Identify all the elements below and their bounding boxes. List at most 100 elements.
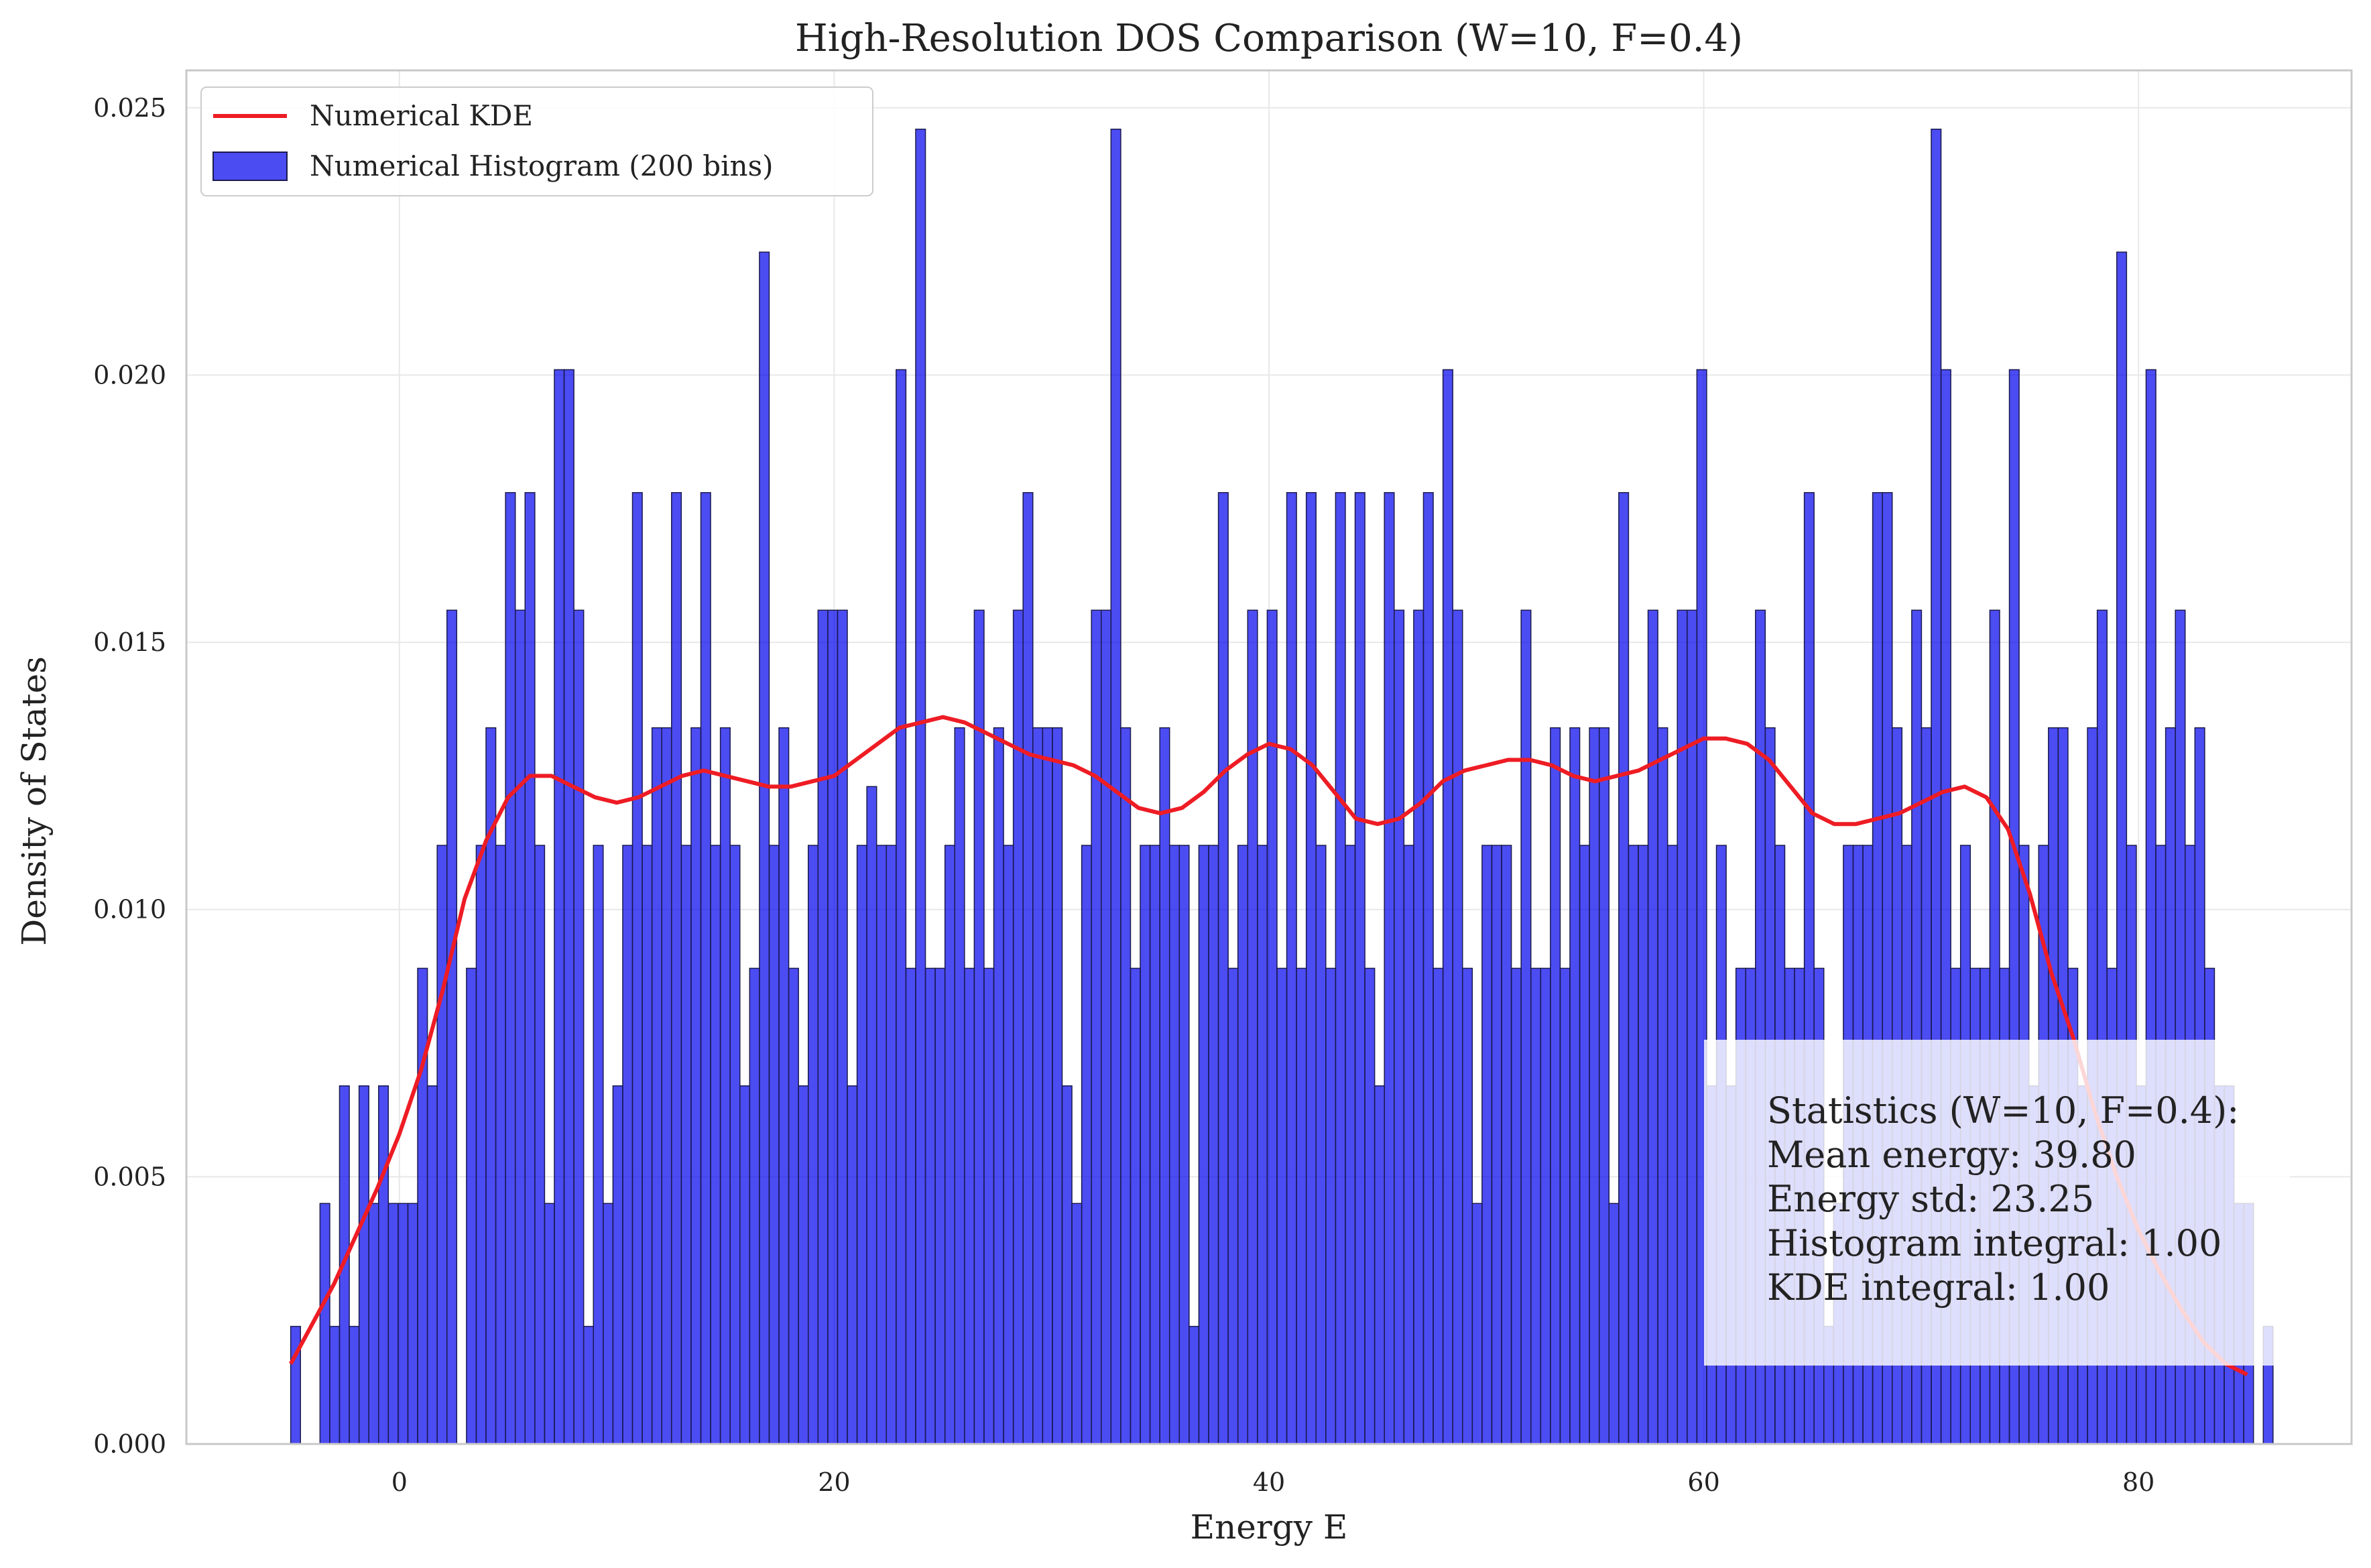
histogram-bar [1677,609,1688,1445]
histogram-bar [514,609,526,1445]
histogram-bar [387,1203,399,1445]
histogram-bar [1149,845,1160,1445]
histogram-bar [1687,609,1698,1445]
histogram-bar [1325,967,1337,1445]
histogram-bar [544,1203,555,1445]
statistics-annotation: Statistics (W=10, F=0.4): Mean energy: 3… [1704,1040,2290,1366]
histogram-bar [1091,609,1102,1445]
annotation-line-5: KDE integral: 1.00 [1767,1266,2110,1309]
kde-line [289,715,2248,1377]
x-tick-label: 80 [2122,1467,2154,1497]
histogram-bar [1491,845,1502,1445]
y-tick-label: 0.010 [93,895,166,924]
ticks-layer: 0 20 40 60 80 0.000 0.005 0.010 0.015 0.020 0.025 [93,93,2154,1497]
histogram-bar [1159,727,1170,1445]
histogram-bar [768,845,780,1445]
histogram-bar [866,786,877,1445]
histogram-bar [319,1203,330,1445]
histogram-bar [1335,492,1346,1445]
legend-hist-label: Numerical Histogram (200 bins) [310,149,774,182]
y-axis-label: Density of States [15,656,54,946]
annotation-line-3: Energy std: 23.25 [1767,1178,2094,1220]
histogram-bar [1140,845,1151,1445]
legend-kde-label: Numerical KDE [310,99,533,132]
histogram-bar [710,845,721,1445]
histogram-bar [495,845,506,1445]
histogram-bar [612,1085,623,1445]
histogram-bar [1266,609,1278,1445]
histogram-bar [505,492,516,1445]
histogram-bar [1168,845,1180,1445]
histogram-bar [1579,845,1590,1445]
histogram-bar [847,1085,858,1445]
x-tick-label: 40 [1253,1467,1285,1497]
histogram-bar [446,609,458,1445]
histogram-bar [1061,1085,1073,1445]
histogram-bar [1598,727,1610,1445]
histogram-bar [944,845,955,1445]
histogram-bar [827,609,839,1445]
y-tick-label: 0.005 [93,1162,166,1191]
chart-title: High-Resolution DOS Comparison (W=10, F=… [795,17,1743,60]
histogram-bar [1628,845,1639,1445]
histogram-bar [1305,492,1317,1445]
histogram-bar [1178,845,1190,1445]
histogram-bar [1189,1325,1200,1445]
histogram-bar [524,492,536,1445]
histogram-bar [436,845,448,1445]
histogram-bar [1130,967,1141,1445]
histogram-bar [1413,609,1424,1445]
histogram-bar [1550,727,1561,1445]
legend-frame [200,86,873,196]
histogram-bar [466,967,477,1445]
histogram-bar [1081,845,1092,1445]
histogram-bar [788,967,799,1445]
histogram-bar [807,845,819,1445]
histogram-bar [329,1325,341,1445]
y-tick-label: 0.000 [93,1429,166,1459]
histogram-bar [358,1085,369,1445]
histogram-bar [1442,369,1453,1445]
histogram-bar [1530,967,1542,1445]
histogram-bar [915,128,926,1445]
histogram-bar [1120,727,1132,1445]
histogram-bar [417,967,428,1445]
histogram-bar [407,1203,418,1445]
histogram-bar [622,845,633,1445]
histogram-bar [1501,845,1512,1445]
histogram-bar [905,967,916,1445]
histogram-bar [1286,492,1297,1445]
histogram-bar [290,1325,301,1445]
y-tick-label: 0.015 [93,627,166,657]
histogram-bar [475,845,487,1445]
histogram-bar [534,845,546,1445]
histogram-bar [349,1325,360,1445]
annotation-background [1704,1040,2290,1366]
histogram-bar [573,609,585,1445]
histogram-bar [1481,845,1493,1445]
histogram-bar [1471,1203,1483,1445]
histogram-bar [1510,967,1522,1445]
histogram-bar [1354,492,1365,1445]
histogram-bar [1540,967,1551,1445]
histogram-bar [924,967,936,1445]
histogram-bar [1666,845,1678,1445]
histogram-bar [651,727,662,1445]
histogram-bar [690,727,702,1445]
histogram-bar [378,1085,389,1445]
histogram-bar [973,609,985,1445]
histogram-bar [368,1203,379,1445]
histogram-bar [1589,727,1600,1445]
histogram-bar [671,492,682,1445]
y-tick-label: 0.020 [93,360,166,389]
histogram-bar [1208,845,1219,1445]
histogram-bar [1559,967,1571,1445]
histogram-bar [739,1085,751,1445]
histogram-bar [1394,609,1405,1445]
histogram-bar [1032,727,1044,1445]
histogram-bar [886,845,897,1445]
histogram-bar [837,609,848,1445]
histogram-bar [1296,967,1307,1445]
